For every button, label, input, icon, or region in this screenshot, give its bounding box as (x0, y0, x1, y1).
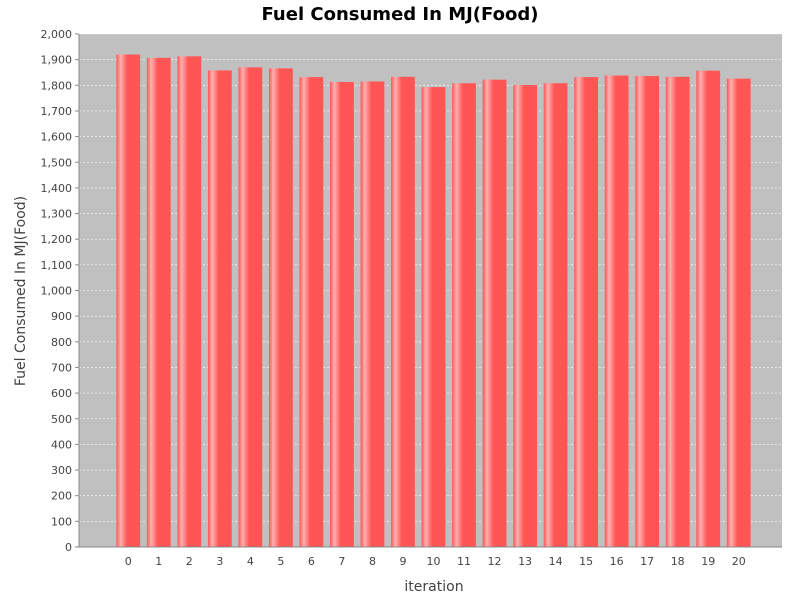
y-axis: 0 100 200 300 400 500 600 700 800 900 1,000 1,100 1,… (41, 28, 80, 554)
x-tick-label: 15 (579, 555, 593, 568)
y-tick-label: 1,900 (41, 54, 73, 67)
y-tick-label: 900 (51, 310, 72, 323)
bars (116, 54, 751, 548)
x-tick-label: 20 (732, 555, 746, 568)
bar (604, 75, 629, 547)
x-tick-label: 12 (488, 555, 502, 568)
y-tick-label: 1,300 (41, 208, 73, 221)
x-tick-label: 5 (277, 555, 284, 568)
y-tick-label: 1,500 (41, 156, 73, 169)
y-tick-label: 400 (51, 438, 72, 451)
y-tick-label: 1,000 (41, 285, 73, 298)
y-tick-label: 800 (51, 336, 72, 349)
bar (238, 67, 263, 547)
x-tick-label: 9 (399, 555, 406, 568)
x-axis: 0 1 2 3 4 5 6 7 8 9 10 11 12 13 14 15 16 17 18 19 20 (79, 546, 782, 568)
y-tick-label: 1,200 (41, 233, 73, 246)
y-tick-label: 1,100 (41, 259, 73, 272)
bar (482, 79, 507, 548)
y-tick-label: 1,700 (41, 105, 73, 118)
bar (726, 78, 751, 548)
bar (268, 68, 293, 547)
x-tick-label: 4 (247, 555, 254, 568)
x-tick-label: 18 (671, 555, 685, 568)
y-tick-label: 1,400 (41, 182, 73, 195)
bar (177, 56, 202, 548)
x-tick-label: 6 (308, 555, 315, 568)
x-tick-label: 16 (610, 555, 624, 568)
bar (574, 77, 599, 547)
bar (452, 83, 476, 548)
bar (513, 85, 537, 547)
bar (665, 76, 690, 547)
y-tick-label: 100 (51, 515, 72, 528)
x-tick-label: 3 (216, 555, 223, 568)
x-tick-label: 2 (186, 555, 193, 568)
x-tick-label: 0 (125, 555, 132, 568)
y-tick-label: 200 (51, 490, 72, 503)
x-tick-label: 13 (518, 555, 532, 568)
x-tick-label: 10 (427, 555, 441, 568)
chart-title: Fuel Consumed In MJ(Food) (262, 4, 539, 25)
bar (330, 81, 354, 547)
bar (207, 70, 232, 547)
y-axis-label: Fuel Consumed In MJ(Food) (13, 196, 29, 386)
x-tick-label: 1 (155, 555, 162, 568)
y-tick-label: 500 (51, 413, 72, 426)
x-tick-label: 14 (549, 555, 563, 568)
bar (391, 76, 415, 547)
bar (116, 54, 141, 548)
x-tick-label: 8 (369, 555, 376, 568)
x-tick-label: 7 (338, 555, 345, 568)
x-axis-label: iteration (404, 579, 463, 595)
y-tick-label: 700 (51, 361, 72, 374)
bar (696, 70, 721, 547)
x-tick-label: 11 (457, 555, 471, 568)
bar (635, 76, 660, 547)
y-tick-label: 300 (51, 464, 72, 477)
y-tick-label: 0 (65, 541, 72, 554)
x-tick-label: 19 (701, 555, 715, 568)
bar (543, 83, 568, 548)
y-tick-label: 1,800 (41, 79, 73, 92)
y-tick-label: 1,600 (41, 131, 73, 144)
bar (299, 77, 324, 547)
bar (146, 57, 171, 548)
bar (421, 87, 446, 548)
x-tick-label: 17 (640, 555, 654, 568)
bar (360, 81, 385, 547)
y-tick-label: 2,000 (41, 28, 73, 41)
y-tick-label: 600 (51, 387, 72, 400)
